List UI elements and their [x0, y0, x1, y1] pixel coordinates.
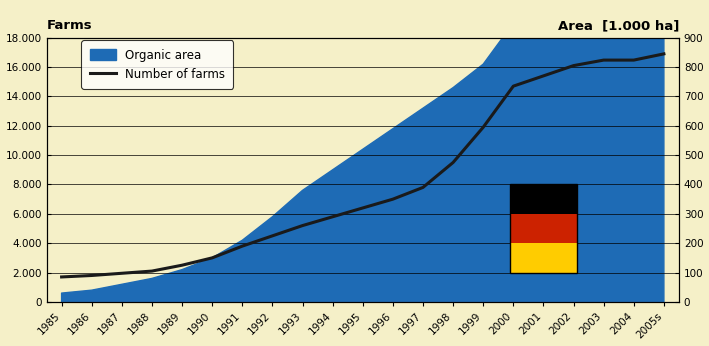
Bar — [510, 243, 576, 273]
Legend: Organic area, Number of farms: Organic area, Number of farms — [82, 40, 233, 89]
Bar — [510, 184, 576, 214]
Bar — [510, 184, 576, 273]
Bar — [510, 214, 576, 243]
Text: Area  [1.000 ha]: Area [1.000 ha] — [557, 19, 679, 33]
Text: Farms: Farms — [47, 19, 92, 33]
